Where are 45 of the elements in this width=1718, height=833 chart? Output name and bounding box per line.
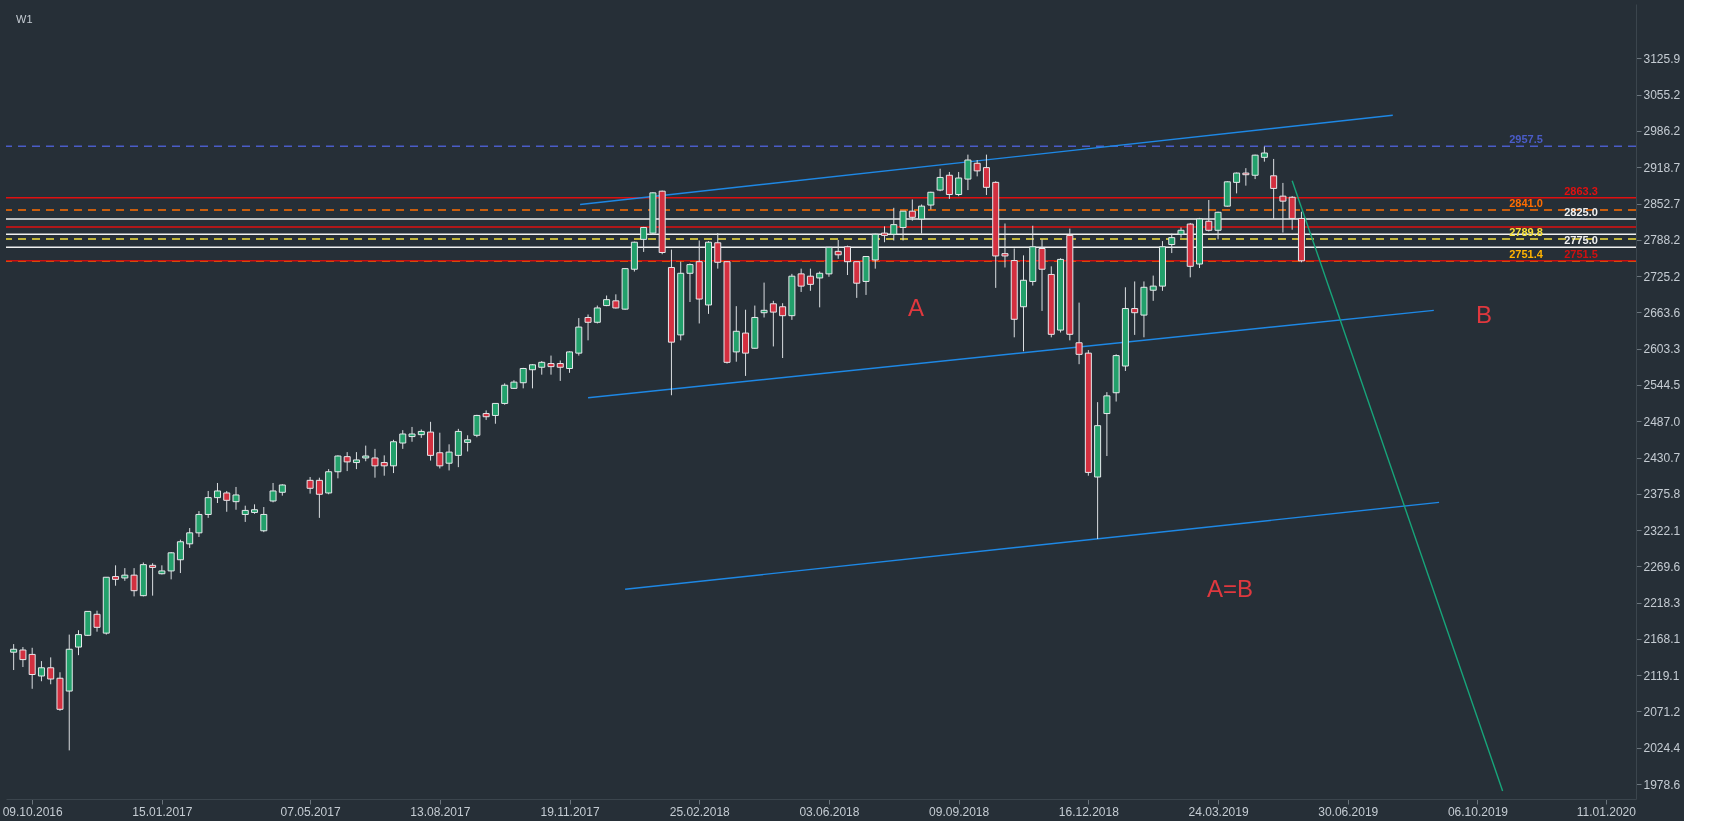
x-tick-label: 09.10.2016 [2, 804, 64, 819]
annotation: W1 [16, 13, 33, 25]
x-tick-label: 15.01.2017 [132, 804, 193, 819]
y-tick-label: 2375.8 [1643, 487, 1681, 502]
x-tick-label: 30.06.2019 [1318, 804, 1379, 819]
y-tick-label: 2544.5 [1643, 378, 1681, 393]
x-tick-label: 03.06.2018 [799, 804, 860, 819]
x-tick-label: 13.08.2017 [410, 804, 471, 819]
y-tick-label: 2725.2 [1643, 269, 1681, 284]
y-tick-label: 2603.3 [1643, 342, 1681, 357]
annotation: B [1475, 301, 1493, 328]
x-tick-label: 25.02.2018 [669, 804, 731, 819]
annotation: A=B [1206, 575, 1254, 602]
y-tick-label: 2119.1 [1643, 668, 1680, 683]
ref-line-label: 2957.5 [1509, 133, 1543, 146]
y-tick-label: 3055.2 [1643, 88, 1681, 103]
y-tick-label: 2852.7 [1643, 197, 1681, 212]
y-tick-label: 3125.9 [1643, 51, 1681, 66]
x-tick-label: 11.01.2020 [1576, 804, 1637, 819]
ref-line-label: 2863.3 [1564, 184, 1598, 197]
y-tick-label: 2788.2 [1643, 233, 1681, 248]
ref-line-label: 2775.0 [1564, 234, 1598, 247]
x-tick-label: 09.09.2018 [929, 804, 990, 819]
y-tick-label: 2269.6 [1643, 559, 1681, 574]
ref-line-label: 2751.5 [1564, 247, 1598, 260]
y-tick-label: 2322.1 [1643, 523, 1681, 538]
x-tick-label: 19.11.2017 [540, 804, 600, 819]
y-tick-label: 2168.1 [1643, 632, 1681, 647]
annotation: A [907, 294, 925, 321]
y-tick-label: 2918.7 [1643, 160, 1681, 175]
x-tick-label: 06.10.2019 [1447, 804, 1509, 819]
y-tick-label: 2663.6 [1643, 305, 1681, 320]
y-tick-label: 2986.2 [1643, 124, 1681, 139]
y-tick-label: 2071.2 [1643, 704, 1681, 719]
x-tick-label: 07.05.2017 [280, 804, 341, 819]
ref-line-label: 2751.4 [1509, 247, 1544, 260]
x-tick-label: 24.03.2019 [1188, 804, 1249, 819]
y-tick-label: 2430.7 [1643, 451, 1681, 466]
y-tick-label: 2218.3 [1643, 596, 1681, 611]
x-tick-label: 16.12.2018 [1058, 804, 1120, 819]
ref-line-label: 2841.0 [1509, 197, 1543, 210]
ref-line-label: 2825.0 [1564, 206, 1598, 219]
y-tick-label: 1978.6 [1643, 777, 1681, 792]
y-tick-label: 2487.0 [1643, 414, 1681, 429]
y-tick-label: 2024.4 [1643, 741, 1681, 756]
